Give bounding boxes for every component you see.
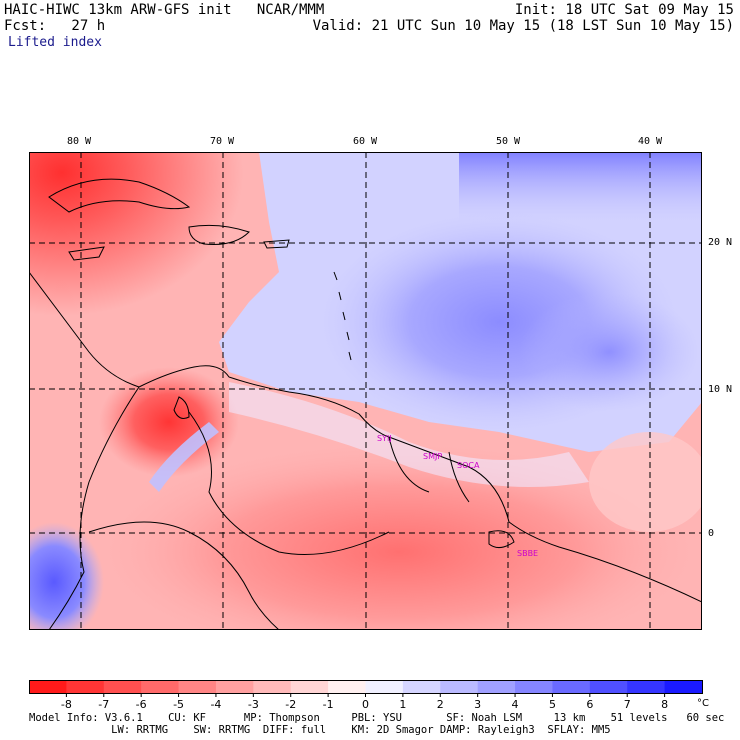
colorbar-swatch xyxy=(515,680,553,693)
colorbar-swatch xyxy=(215,680,254,693)
field-blue-andes xyxy=(149,422,219,492)
colorbar-swatch xyxy=(440,680,479,693)
colorbar-swatch xyxy=(589,680,628,693)
station-syij: SYIJ xyxy=(377,434,392,443)
field-blue-east xyxy=(519,292,699,412)
valid-time: Valid: 21 UTC Sun 10 May 15 (18 LST Sun … xyxy=(312,18,734,34)
lon-label-40w: 40 W xyxy=(638,136,663,147)
colorbar-swatch xyxy=(178,680,217,693)
colorbar-swatch xyxy=(664,680,703,693)
field-blue-pacific xyxy=(29,522,104,630)
lon-label-70w: 70 W xyxy=(210,136,235,147)
colorbar-swatch xyxy=(29,680,67,693)
colorbar-swatches xyxy=(29,680,703,693)
colorbar-swatch xyxy=(627,680,666,693)
colorbar-swatch xyxy=(290,680,329,693)
colorbar-swatch xyxy=(253,680,292,693)
colorbar-tick-label: -5 xyxy=(173,698,184,711)
map-frame xyxy=(29,152,702,630)
lon-label-80w: 80 W xyxy=(67,136,92,147)
lon-label-60w: 60 W xyxy=(353,136,378,147)
colorbar-swatch xyxy=(328,680,366,693)
colorbar-swatch xyxy=(552,680,591,693)
colorbar-swatch xyxy=(365,680,404,693)
colorbar-tick-label: -8 xyxy=(61,698,72,711)
lat-label-10n: 10 N xyxy=(708,384,733,395)
station-soca: SOCA xyxy=(457,461,480,470)
model-info-line2: LW: RRTMG SW: RRTMG DIFF: full KM: 2D Sm… xyxy=(29,724,611,736)
colorbar-tick-label: 2 xyxy=(437,698,444,711)
colorbar-swatch xyxy=(477,680,516,693)
colorbar-tick-label: -1 xyxy=(323,698,334,711)
colorbar-tick-label: 3 xyxy=(474,698,481,711)
colorbar-swatch xyxy=(66,680,105,693)
forecast-hour: Fcst: 27 h xyxy=(4,18,106,34)
colorbar-tick-label: 8 xyxy=(661,698,668,711)
field-red-amazon xyxy=(99,442,699,630)
lat-label-20n: 20 N xyxy=(708,237,733,248)
field-name: Lifted index xyxy=(8,35,102,50)
colorbar-tick-label: -6 xyxy=(136,698,147,711)
colorbar-tick-label: 0 xyxy=(362,698,369,711)
lat-label-0: 0 xyxy=(708,528,715,539)
field-blue-north xyxy=(459,152,702,222)
colorbar-tick-label: 4 xyxy=(512,698,519,711)
colorbar-tick-label: -4 xyxy=(210,698,221,711)
colorbar-swatch xyxy=(141,680,180,693)
colorbar-tick-label: -3 xyxy=(248,698,259,711)
colorbar-tick-label: 6 xyxy=(586,698,593,711)
init-time: Init: 18 UTC Sat 09 May 15 xyxy=(514,2,734,18)
model-info-line1: Model Info: V3.6.1 CU: KF MP: Thompson P… xyxy=(29,712,725,724)
station-smjp: SMJP xyxy=(423,452,442,461)
colorbar-unit: °C xyxy=(697,698,709,709)
colorbar-tick-label: 5 xyxy=(549,698,556,711)
colorbar: -8 -7 -6 -5 -4 -3 -2 -1 0 1 2 3 4 5 6 7 8 °C xyxy=(29,680,709,711)
coastlines xyxy=(29,178,702,630)
colorbar-tick-label: -2 xyxy=(285,698,296,711)
colorbar-ticks: -8 -7 -6 -5 -4 -3 -2 -1 0 1 2 3 4 5 6 7 8 xyxy=(61,693,668,711)
colorbar-tick-label: -7 xyxy=(98,698,109,711)
lifted-index-map: SYIJ SMJP SOCA SBBE xyxy=(29,152,702,630)
field-neutral-band xyxy=(229,382,589,487)
colorbar-tick-label: 1 xyxy=(399,698,406,711)
graticule xyxy=(29,152,702,630)
lon-label-50w: 50 W xyxy=(496,136,521,147)
model-title: HAIC-HIWC 13km ARW-GFS init NCAR/MMM xyxy=(4,2,325,18)
colorbar-tick-label: 7 xyxy=(624,698,631,711)
station-sbbe: SBBE xyxy=(517,549,538,558)
colorbar-swatch xyxy=(402,680,441,693)
field-red-east xyxy=(589,432,702,532)
colorbar-swatch xyxy=(103,680,142,693)
field-red-caribbean xyxy=(29,152,359,412)
